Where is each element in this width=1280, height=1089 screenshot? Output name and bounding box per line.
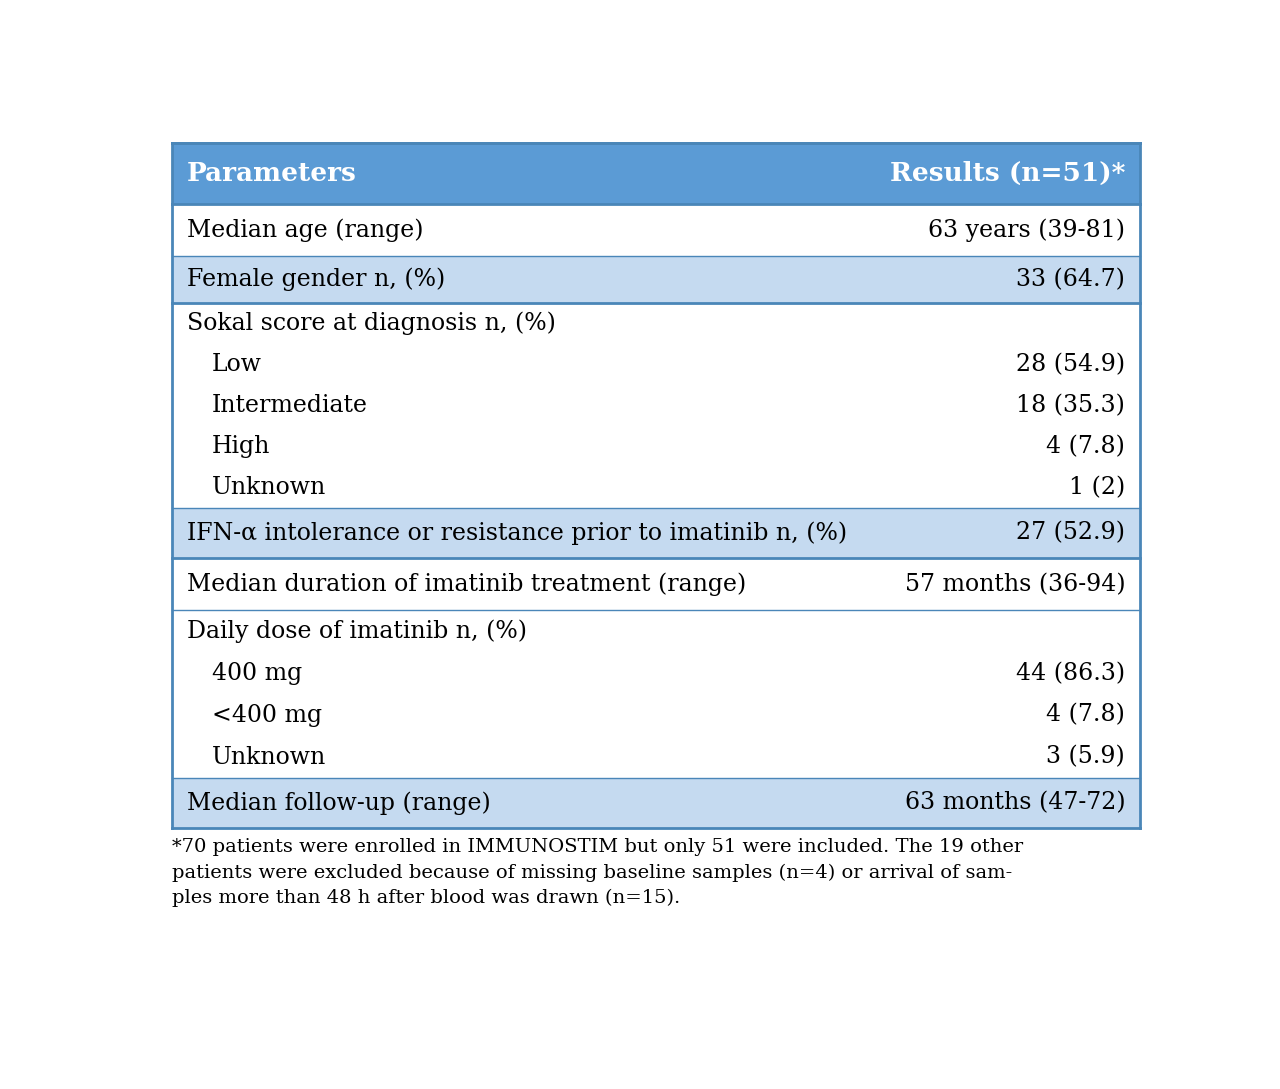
Text: 33 (64.7): 33 (64.7) [1016, 268, 1125, 291]
Text: <400 mg: <400 mg [211, 703, 321, 726]
Text: Median age (range): Median age (range) [187, 219, 424, 242]
Text: 400 mg: 400 mg [211, 662, 302, 685]
Bar [172, 559, 1140, 610]
Text: 44 (86.3): 44 (86.3) [1016, 662, 1125, 685]
Bar [172, 205, 1140, 256]
Bar [172, 778, 1140, 829]
Text: Parameters: Parameters [187, 161, 357, 186]
Bar [172, 256, 1140, 303]
Text: IFN-α intolerance or resistance prior to imatinib n, (%): IFN-α intolerance or resistance prior to… [187, 522, 847, 544]
Bar [172, 144, 1140, 205]
Text: 18 (35.3): 18 (35.3) [1016, 394, 1125, 417]
Text: 63 months (47-72): 63 months (47-72) [905, 792, 1125, 815]
Text: High: High [211, 435, 270, 457]
Bar [172, 507, 1140, 559]
Text: Median follow-up (range): Median follow-up (range) [187, 792, 490, 815]
Text: Results (n=51)*: Results (n=51)* [890, 161, 1125, 186]
Text: Unknown: Unknown [211, 746, 326, 769]
Bar [172, 610, 1140, 778]
Text: Unknown: Unknown [211, 476, 326, 499]
Text: Intermediate: Intermediate [211, 394, 367, 417]
Text: 27 (52.9): 27 (52.9) [1016, 522, 1125, 544]
Text: 4 (7.8): 4 (7.8) [1046, 703, 1125, 726]
Text: Female gender n, (%): Female gender n, (%) [187, 268, 445, 291]
Text: 28 (54.9): 28 (54.9) [1016, 353, 1125, 376]
Text: 4 (7.8): 4 (7.8) [1046, 435, 1125, 457]
Text: Low: Low [211, 353, 261, 376]
Text: Median duration of imatinib treatment (range): Median duration of imatinib treatment (r… [187, 573, 746, 596]
Text: 1 (2): 1 (2) [1069, 476, 1125, 499]
Text: 57 months (36-94): 57 months (36-94) [905, 573, 1125, 596]
Text: Daily dose of imatinib n, (%): Daily dose of imatinib n, (%) [187, 620, 527, 643]
Bar [172, 303, 1140, 507]
Text: 63 years (39-81): 63 years (39-81) [928, 219, 1125, 242]
Text: 3 (5.9): 3 (5.9) [1047, 746, 1125, 769]
Text: *70 patients were enrolled in IMMUNOSTIM but only 51 were included. The 19 other: *70 patients were enrolled in IMMUNOSTIM… [172, 839, 1023, 907]
Text: Sokal score at diagnosis n, (%): Sokal score at diagnosis n, (%) [187, 311, 556, 335]
